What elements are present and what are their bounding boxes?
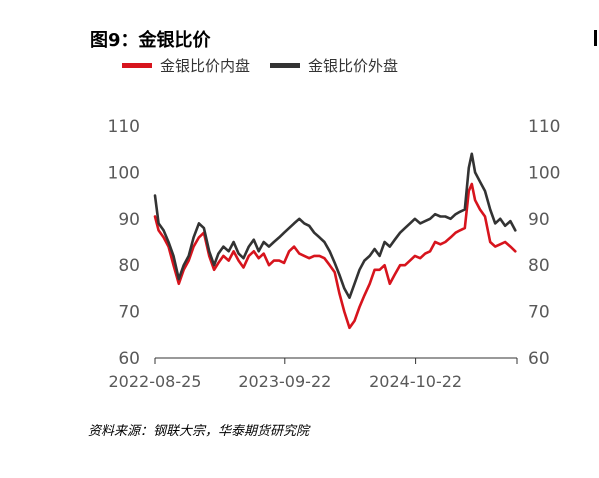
y-tick-label-right: 100 xyxy=(528,163,560,183)
chart-legend: 金银比价内盘 金银比价外盘 xyxy=(122,55,418,76)
y-tick-label-left: 90 xyxy=(118,210,140,230)
x-tick-label: 2024-10-22 xyxy=(369,372,462,391)
legend-label-inner: 金银比价内盘 xyxy=(160,57,251,75)
y-tick-label-left: 60 xyxy=(118,349,140,369)
y-tick-label-right: 80 xyxy=(528,256,550,276)
y-tick-label-left: 100 xyxy=(108,163,140,183)
legend-item-outer: 金银比价外盘 xyxy=(270,55,398,76)
chart-title: 图9：金银比价 xyxy=(90,30,211,51)
series-line-inner xyxy=(153,182,517,330)
right-y-axis: 60 70 80 90 100 110 xyxy=(528,117,560,369)
adjacent-figure-edge xyxy=(594,30,597,46)
y-tick-label-left: 110 xyxy=(108,117,140,137)
y-tick-label-left: 70 xyxy=(118,303,140,323)
series-layer xyxy=(153,152,517,330)
legend-item-inner: 金银比价内盘 xyxy=(122,55,250,76)
series-line-outer xyxy=(153,152,517,300)
y-tick-label-left: 80 xyxy=(118,256,140,276)
x-axis: 2022-08-25 2023-09-22 2024-10-22 xyxy=(109,357,518,391)
y-tick-label-right: 70 xyxy=(528,303,550,323)
y-tick-label-right: 90 xyxy=(528,210,550,230)
legend-swatch-inner xyxy=(122,63,152,68)
legend-swatch-outer xyxy=(270,63,301,68)
x-tick-label: 2023-09-22 xyxy=(238,372,331,391)
left-y-axis: 60 70 80 90 100 110 xyxy=(108,117,140,369)
y-tick-label-right: 110 xyxy=(528,117,560,137)
y-tick-label-right: 60 xyxy=(528,349,550,369)
x-tick-label: 2022-08-25 xyxy=(109,372,202,391)
legend-label-outer: 金银比价外盘 xyxy=(308,57,399,75)
source-note: 资料来源：钢联大宗，华泰期货研究院 xyxy=(88,424,310,439)
